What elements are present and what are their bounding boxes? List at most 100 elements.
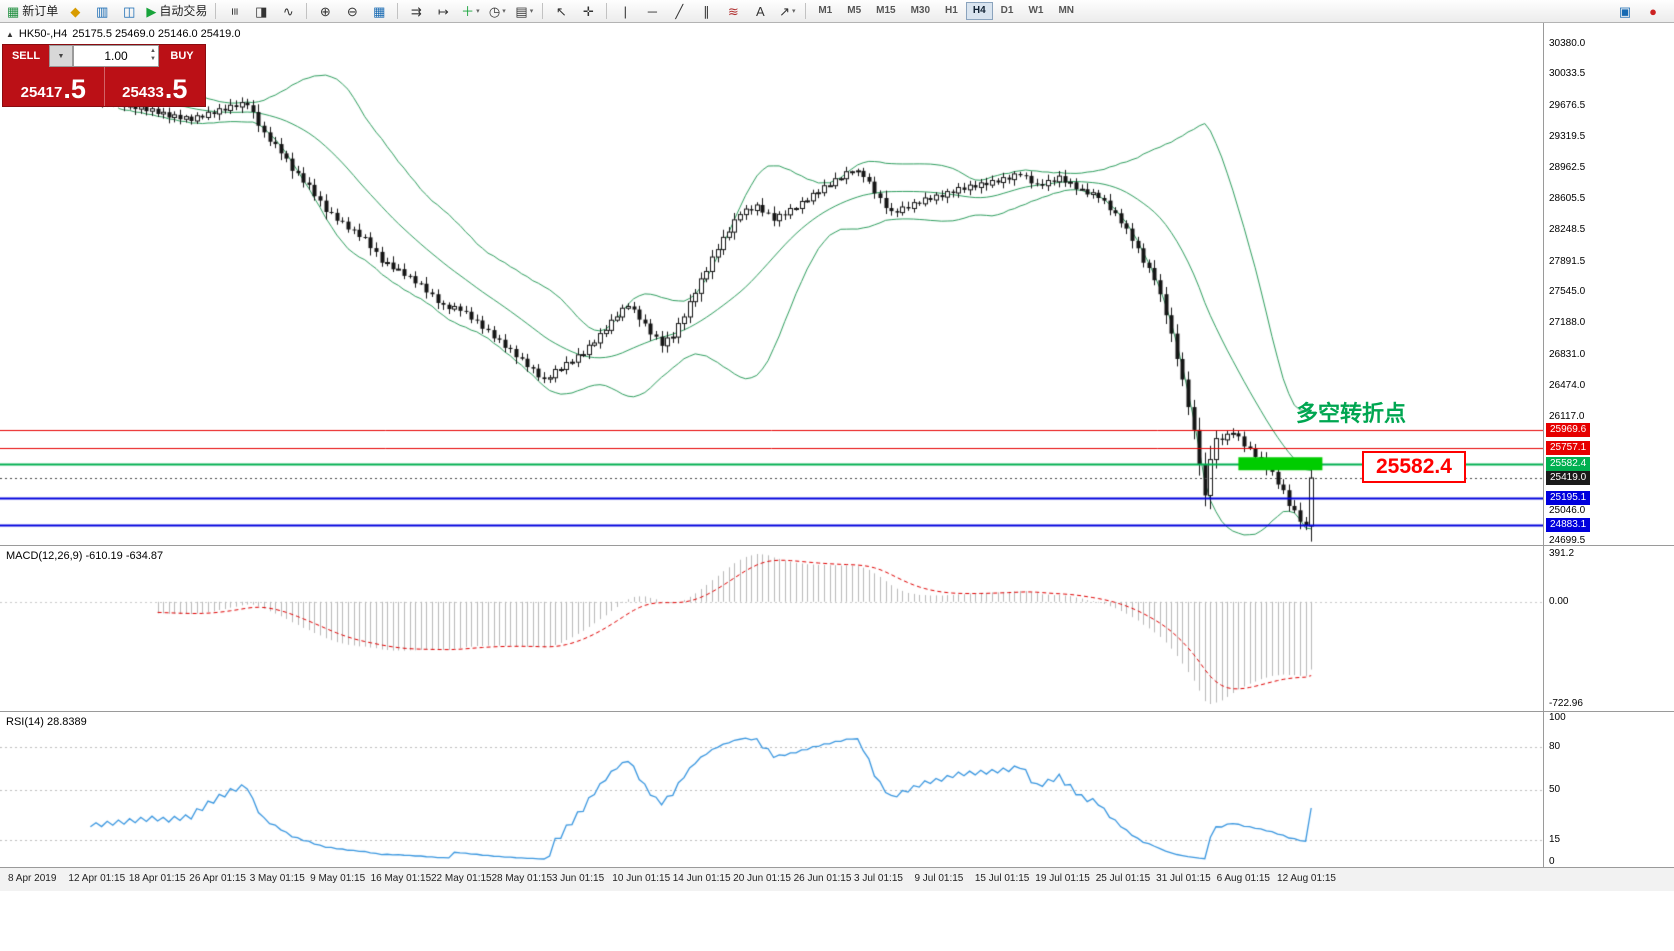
volume-preset-dropdown[interactable]: ▼ <box>49 45 73 67</box>
volume-stepper[interactable]: ▲ ▼ <box>150 48 156 63</box>
turning-point-annotation: 多空转折点 <box>1296 401 1407 426</box>
text-icon[interactable]: A <box>747 1 773 22</box>
sell-button[interactable]: 25417 .5 <box>3 67 104 106</box>
one-click-trading-panel: SELL ▼ 1.00 ▲ ▼ BUY 25417 .5 25433 .5 <box>2 44 206 107</box>
price-axis-label: 29319.5 <box>1549 130 1586 142</box>
chevron-down-icon: ▾ <box>792 7 796 15</box>
price-tag: 25757.1 <box>1546 441 1591 456</box>
channel-icon: ∥ <box>703 3 710 19</box>
time-axis-label: 19 Jul 01:15 <box>1035 873 1090 884</box>
timeframe-button-m1[interactable]: M1 <box>818 5 833 16</box>
volume-value: 1.00 <box>104 49 128 63</box>
candle-chart-icon[interactable]: ◨ <box>248 1 274 22</box>
one-click-collapse-icon[interactable]: ▲ <box>6 29 14 39</box>
price-axis-label: 30033.5 <box>1549 68 1586 80</box>
market-watch-icon[interactable]: ▥ <box>89 1 115 22</box>
alert-icon[interactable]: ● <box>1640 1 1666 22</box>
crosshair-icon[interactable]: ✛ <box>575 1 601 22</box>
charts-icon: ◆ <box>70 3 81 19</box>
time-axis-label: 3 Jul 01:15 <box>854 873 903 884</box>
main-chart-canvas[interactable] <box>0 23 1543 546</box>
time-axis-label: 18 Apr 01:15 <box>128 873 186 884</box>
new-order-button[interactable]: ▦ 新订单 <box>4 1 61 22</box>
autotrading-button-label: 自动交易 <box>159 4 208 18</box>
rsi-axis-label: 100 <box>1549 712 1566 723</box>
price-axis-label: 29676.5 <box>1549 99 1586 111</box>
toolbar-right-group: ▣ ● <box>1612 1 1670 22</box>
buy-header-button[interactable]: BUY <box>170 50 194 62</box>
horizontal-line-icon[interactable]: ─ <box>639 1 665 22</box>
templates-button[interactable]: ▤ ▾ <box>511 1 537 22</box>
candle-chart-icon: ◨ <box>255 3 268 19</box>
fibonacci-icon[interactable]: ≋ <box>720 1 746 22</box>
timeframe-button-mn[interactable]: MN <box>1058 5 1074 16</box>
toolbar-separator <box>805 3 807 19</box>
cursor-icon[interactable]: ↖ <box>548 1 574 22</box>
navigator-icon[interactable]: ◫ <box>116 1 142 22</box>
buy-button[interactable]: 25433 .5 <box>105 67 206 106</box>
time-axis-label: 8 Apr 2019 <box>8 873 57 884</box>
periods-button[interactable]: ◷ ▾ <box>484 1 510 22</box>
volume-input[interactable]: 1.00 ▲ ▼ <box>73 45 159 67</box>
zoom-out-icon[interactable]: ⊖ <box>339 1 365 22</box>
line-chart-icon[interactable]: ∿ <box>275 1 301 22</box>
timeframe-button-w1[interactable]: W1 <box>1028 5 1044 16</box>
indicators-button[interactable]: ＋ ▾ <box>457 1 483 22</box>
periods-icon: ◷ <box>488 3 501 19</box>
price-axis-label: 24699.5 <box>1549 535 1586 546</box>
timeframe-button-m30[interactable]: M30 <box>910 5 931 16</box>
indicators-icon: ＋ <box>461 3 475 19</box>
chevron-down-icon: ▾ <box>529 7 534 15</box>
price-axis-label: 27891.5 <box>1549 255 1586 267</box>
vertical-line-icon[interactable]: | <box>612 1 638 22</box>
rsi-axis-label: 80 <box>1549 740 1561 752</box>
new-order-button-label: 新订单 <box>22 4 59 18</box>
toolbar-separator <box>542 3 544 19</box>
timeframe-button-m5[interactable]: M5 <box>847 5 862 16</box>
rsi-panel-canvas[interactable] <box>0 712 1543 868</box>
zoom-in-icon[interactable]: ⊕ <box>312 1 338 22</box>
crosshair-icon: ✛ <box>582 3 594 19</box>
sell-header-button[interactable]: SELL <box>11 50 41 62</box>
toolbar-separator <box>606 3 608 19</box>
time-axis-label: 31 Jul 01:15 <box>1156 873 1211 884</box>
timeframe-button-m15[interactable]: M15 <box>876 5 896 16</box>
autotrading-button[interactable]: ▶ 自动交易 <box>143 1 210 22</box>
timeframe-button-d1[interactable]: D1 <box>1000 5 1014 16</box>
tile-windows-icon[interactable]: ▦ <box>366 1 392 22</box>
channel-icon[interactable]: ∥ <box>693 1 719 22</box>
price-tag: 25419.0 <box>1546 471 1591 486</box>
window-list-icon: ▣ <box>1618 3 1632 19</box>
bar-chart-icon[interactable]: ≡ <box>221 1 247 22</box>
alert-icon: ● <box>1649 3 1657 19</box>
time-axis-label: 9 May 01:15 <box>310 873 366 884</box>
bar-chart-icon: ≡ <box>226 7 242 15</box>
timeframe-button-h4[interactable]: H4 <box>965 2 993 20</box>
chart-shift-icon[interactable]: ↦ <box>430 1 456 22</box>
timeframe-button-h1[interactable]: H1 <box>945 5 958 16</box>
price-callout-label: 25582.4 <box>1362 451 1466 484</box>
market-watch-icon: ▥ <box>96 3 109 19</box>
time-axis: 8 Apr 2019 12 Apr 01:15 18 Apr 01:15 26 Apr… <box>0 868 1674 891</box>
rsi-label: RSI(14) 28.8389 <box>6 716 87 728</box>
macd-panel-canvas[interactable] <box>0 546 1543 712</box>
macd-label: MACD(12,26,9) -610.19 -634.87 <box>6 550 164 562</box>
time-axis-label: 26 Apr 01:15 <box>189 873 246 884</box>
price-axis-label: 26474.0 <box>1549 379 1586 391</box>
chevron-down-icon: ▾ <box>502 7 506 15</box>
price-axis-separator <box>1543 23 1544 891</box>
window-list-icon[interactable]: ▣ <box>1612 1 1638 22</box>
ohlc-values: 25175.5 25469.0 25146.0 25419.0 <box>72 28 241 40</box>
rsi-axis-label: 15 <box>1549 834 1561 846</box>
charts-icon[interactable]: ◆ <box>62 1 88 22</box>
trendline-icon[interactable]: ╱ <box>666 1 692 22</box>
toolbar-separator <box>306 3 308 19</box>
price-axis-label: 26831.0 <box>1549 348 1586 360</box>
price-axis-label: 28962.5 <box>1549 162 1586 174</box>
macd-values: -610.19 -634.87 <box>85 550 164 562</box>
zoom-out-icon: ⊖ <box>346 3 358 19</box>
time-axis-label: 14 Jun 01:15 <box>672 873 731 884</box>
arrows-icon[interactable]: ↗ ▾ <box>774 1 800 22</box>
macd-axis-label: 391.2 <box>1549 548 1575 559</box>
auto-scroll-icon[interactable]: ⇉ <box>403 1 429 22</box>
